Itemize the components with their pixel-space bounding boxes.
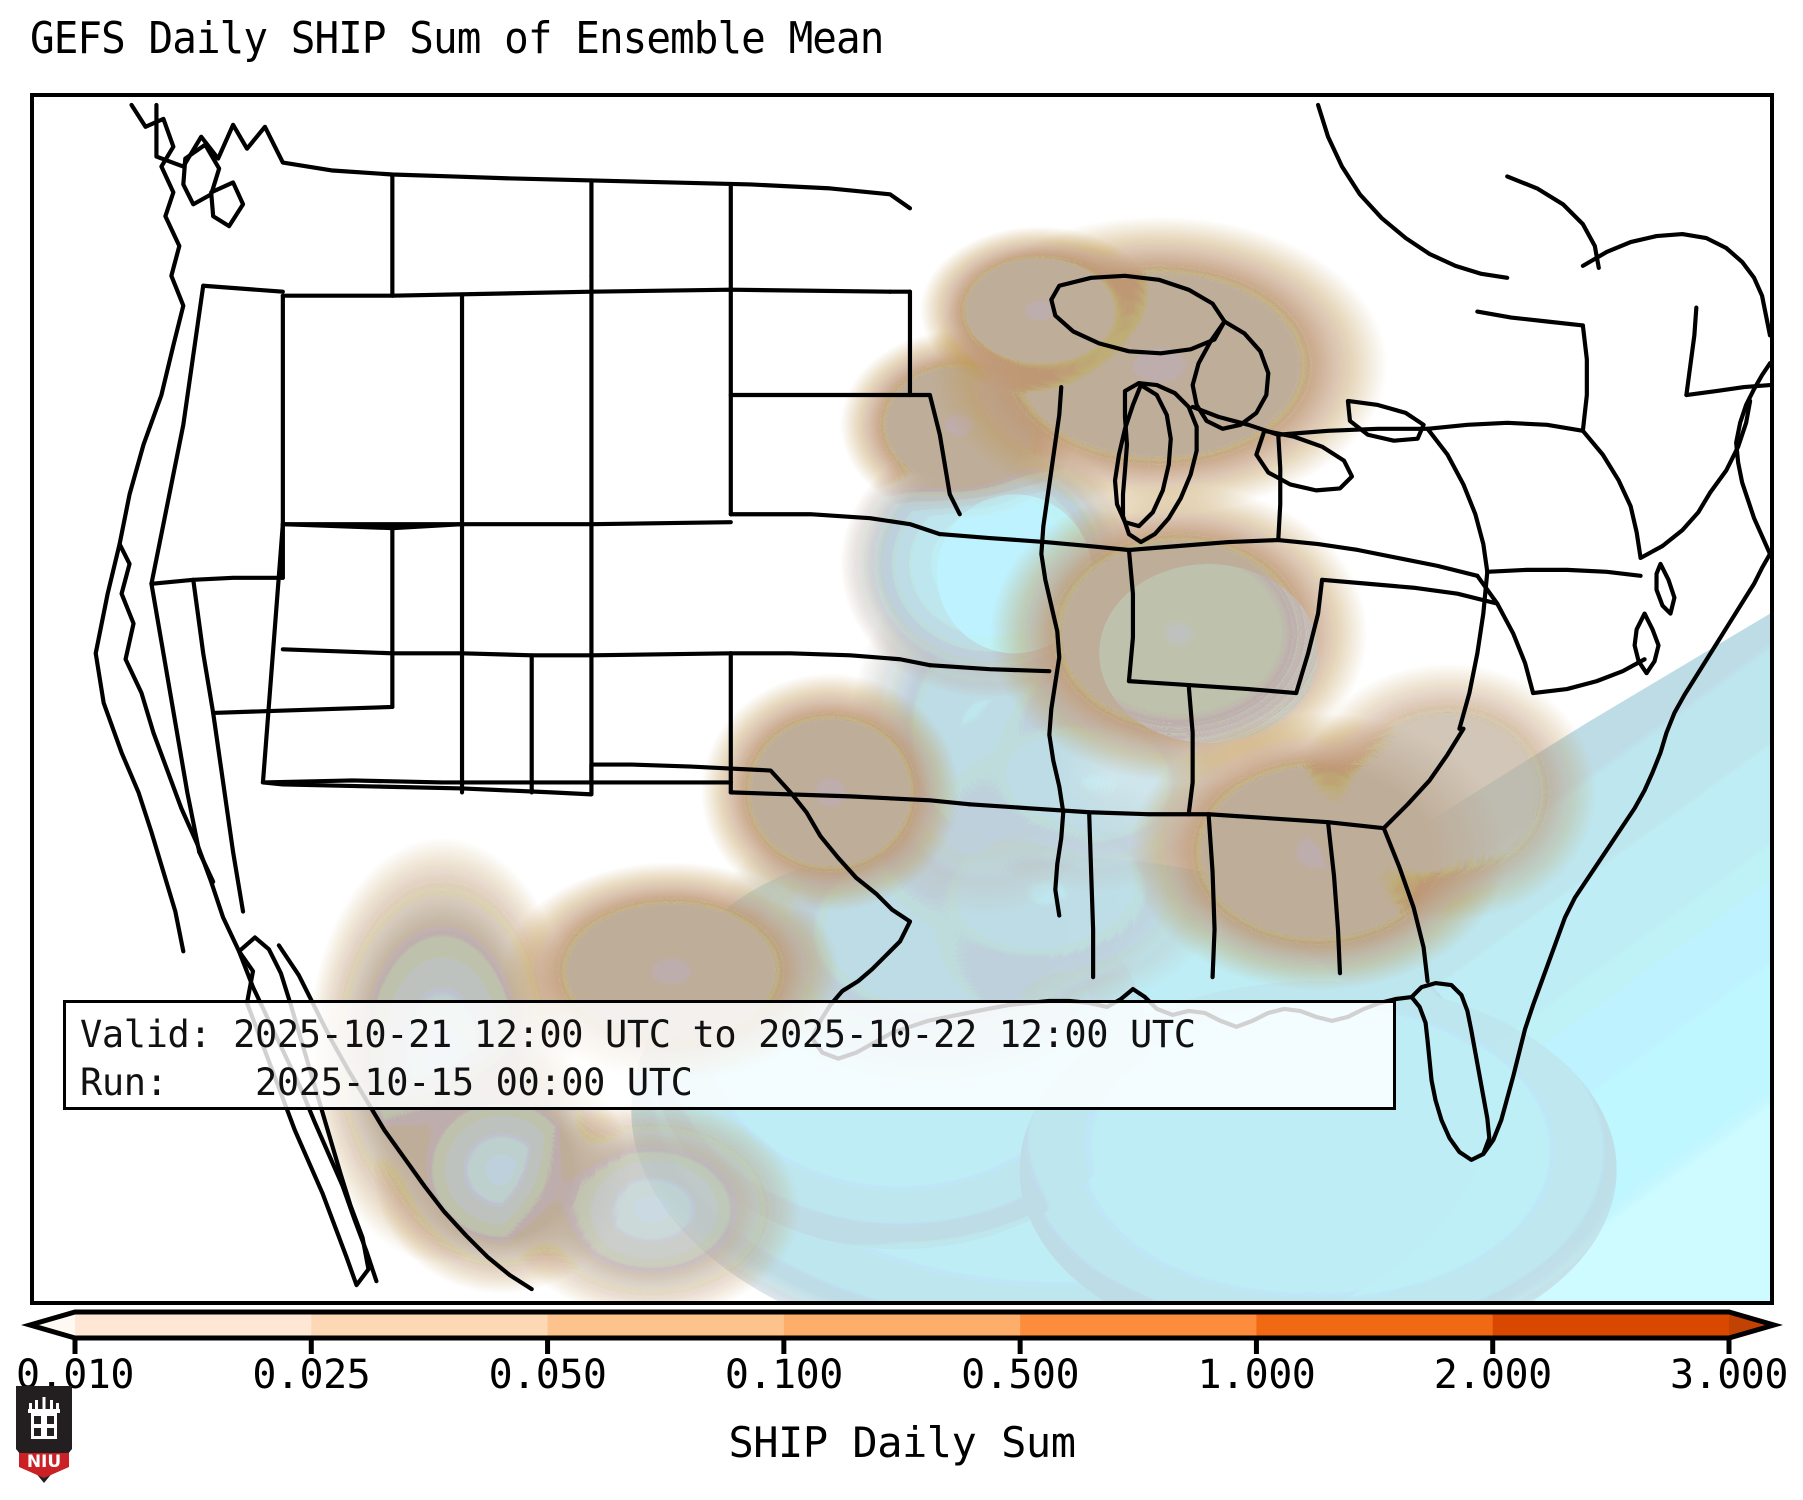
colorbar-tick-label: 3.000 [1670, 1352, 1788, 1398]
map-axes: Valid: 2025-10-21 12:00 UTC to 2025-10-2… [30, 93, 1774, 1305]
niu-logo: NIU [16, 1386, 72, 1483]
colorbar-tick-labels: 0.010 0.025 0.050 0.100 0.500 1.000 2.000 3.000 [16, 1352, 1788, 1412]
page-title: GEFS Daily SHIP Sum of Ensemble Mean [30, 13, 884, 64]
coastline-and-state-borders [93, 102, 1770, 1292]
colorbar: 0.010 0.025 0.050 0.100 0.500 1.000 2.000 3.000 [16, 1300, 1788, 1398]
colorbar-tick-label: 1.000 [1197, 1352, 1316, 1398]
colorbar-tick-label: 0.100 [724, 1352, 843, 1398]
info-valid-line: Valid: 2025-10-21 12:00 UTC to 2025-10-2… [80, 1013, 1196, 1056]
colorbar-swatches [20, 1309, 1784, 1354]
colorbar-ticks [72, 1338, 1732, 1354]
info-box: Valid: 2025-10-21 12:00 UTC to 2025-10-2… [63, 1000, 1396, 1110]
colorbar-axis-label: SHIP Daily Sum [728, 1418, 1076, 1467]
info-run-line: Run: 2025-10-15 00:00 UTC [80, 1061, 693, 1104]
niu-logo-text: NIU [27, 1452, 61, 1472]
map-canvas: Valid: 2025-10-21 12:00 UTC to 2025-10-2… [34, 97, 1770, 1301]
colorbar-tick-label: 2.000 [1433, 1352, 1552, 1398]
colorbar-tick-label: 0.050 [488, 1352, 607, 1398]
colorbar-tick-label: 0.025 [252, 1352, 371, 1398]
colorbar-tick-label: 0.500 [961, 1352, 1080, 1398]
